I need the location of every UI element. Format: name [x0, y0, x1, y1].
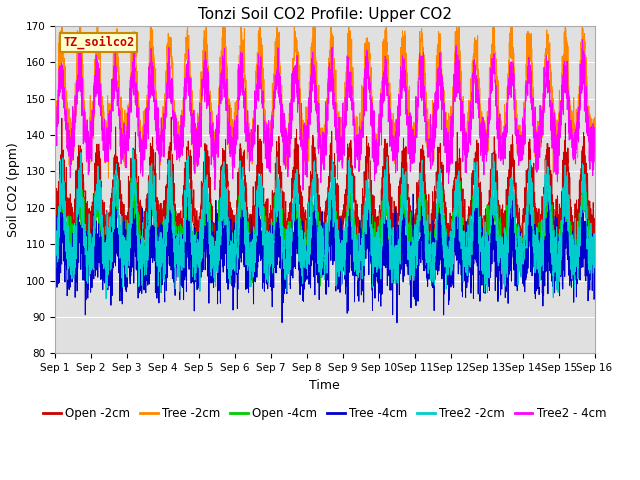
Open -4cm — [51, 242, 59, 248]
Legend: Open -2cm, Tree -2cm, Open -4cm, Tree -4cm, Tree2 -2cm, Tree2 - 4cm: Open -2cm, Tree -2cm, Open -4cm, Tree -4… — [38, 402, 611, 424]
Tree -2cm — [236, 43, 244, 49]
Tree2 -2cm — [315, 259, 323, 265]
Tree2 - 4cm — [51, 143, 59, 148]
Tree -2cm — [87, 145, 95, 151]
Tree2 -2cm — [129, 145, 136, 151]
Tree -4cm — [184, 172, 191, 178]
Open -4cm — [352, 242, 360, 248]
Open -2cm — [87, 225, 95, 231]
Tree2 -2cm — [236, 191, 244, 197]
Tree2 - 4cm — [236, 64, 244, 70]
Tree -4cm — [236, 255, 244, 261]
Open -4cm — [130, 164, 138, 170]
Open -4cm — [315, 229, 323, 235]
Tree2 -2cm — [87, 251, 95, 256]
Tree -4cm — [352, 245, 360, 251]
Open -2cm — [352, 212, 360, 218]
Line: Open -2cm: Open -2cm — [55, 117, 595, 271]
Open -4cm — [157, 290, 165, 296]
Line: Tree2 -2cm: Tree2 -2cm — [55, 148, 595, 299]
Tree -2cm — [352, 123, 360, 129]
Tree -2cm — [310, 10, 318, 15]
Line: Open -4cm: Open -4cm — [55, 167, 595, 293]
Tree -4cm — [315, 263, 323, 268]
Tree -4cm — [393, 320, 401, 326]
Tree2 -2cm — [218, 197, 225, 203]
Tree2 -2cm — [102, 296, 110, 301]
Open -2cm — [168, 114, 175, 120]
Y-axis label: Soil CO2 (ppm): Soil CO2 (ppm) — [7, 142, 20, 237]
Open -2cm — [236, 141, 244, 146]
Tree2 -2cm — [591, 265, 598, 271]
Tree2 - 4cm — [87, 133, 95, 139]
Line: Tree -4cm: Tree -4cm — [55, 175, 595, 323]
Tree2 - 4cm — [579, 37, 586, 43]
Tree -2cm — [217, 80, 225, 86]
Tree2 - 4cm — [315, 151, 323, 156]
Open -4cm — [410, 251, 418, 257]
Tree -4cm — [51, 264, 59, 270]
Tree -4cm — [217, 254, 225, 260]
Open -4cm — [218, 216, 225, 222]
Title: Tonzi Soil CO2 Profile: Upper CO2: Tonzi Soil CO2 Profile: Upper CO2 — [198, 7, 452, 22]
Tree -4cm — [410, 257, 418, 263]
Open -2cm — [218, 197, 225, 203]
Text: TZ_soilco2: TZ_soilco2 — [63, 36, 134, 49]
Tree2 - 4cm — [217, 101, 225, 107]
Tree -4cm — [87, 289, 95, 295]
Open -2cm — [66, 268, 74, 274]
Tree2 - 4cm — [352, 143, 360, 148]
Open -4cm — [591, 233, 598, 239]
Open -2cm — [315, 224, 323, 230]
Open -4cm — [87, 243, 95, 249]
Open -4cm — [236, 202, 244, 208]
Tree -2cm — [315, 92, 323, 98]
Line: Tree2 - 4cm: Tree2 - 4cm — [55, 40, 595, 190]
Tree -2cm — [104, 175, 112, 181]
Tree -2cm — [591, 115, 598, 120]
Tree2 - 4cm — [299, 187, 307, 193]
Open -2cm — [51, 221, 59, 227]
Open -2cm — [410, 233, 418, 239]
X-axis label: Time: Time — [309, 379, 340, 392]
Tree2 -2cm — [51, 267, 59, 273]
Tree -4cm — [591, 249, 598, 254]
Line: Tree -2cm: Tree -2cm — [55, 12, 595, 178]
Tree2 -2cm — [410, 256, 418, 262]
Tree -2cm — [410, 120, 418, 125]
Tree -2cm — [51, 130, 59, 135]
Tree2 - 4cm — [410, 134, 418, 140]
Open -2cm — [591, 229, 598, 235]
Tree2 - 4cm — [591, 144, 598, 150]
Tree2 -2cm — [352, 243, 360, 249]
